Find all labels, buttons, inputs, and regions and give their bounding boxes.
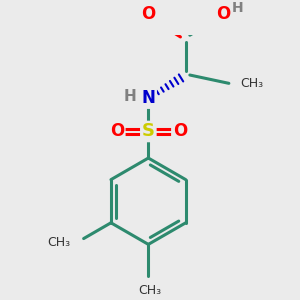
Text: S: S bbox=[142, 122, 155, 140]
Text: CH₃: CH₃ bbox=[47, 236, 70, 249]
Text: O: O bbox=[173, 122, 187, 140]
Text: CH₃: CH₃ bbox=[241, 77, 264, 90]
Text: H: H bbox=[232, 1, 244, 15]
Text: O: O bbox=[216, 5, 230, 23]
Text: N: N bbox=[141, 89, 155, 107]
Text: O: O bbox=[110, 122, 124, 140]
Text: CH₃: CH₃ bbox=[138, 284, 162, 297]
Text: O: O bbox=[141, 5, 155, 23]
Text: H: H bbox=[124, 89, 136, 104]
